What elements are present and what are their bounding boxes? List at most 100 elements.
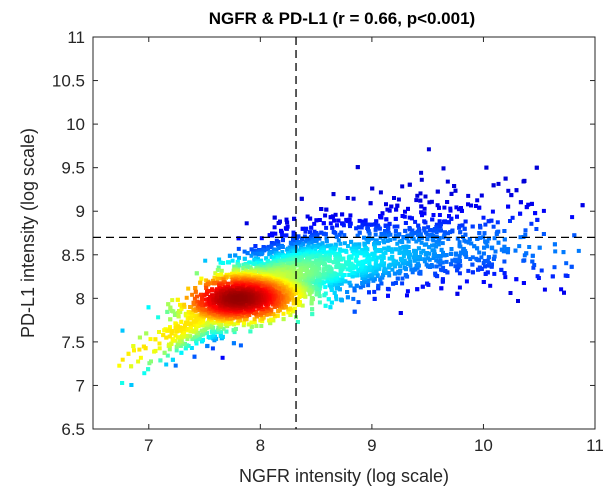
scatter-point	[333, 230, 338, 235]
scatter-point	[221, 277, 226, 282]
scatter-point	[339, 281, 344, 286]
chart-title: NGFR & PD-L1 (r = 0.66, p<0.001)	[209, 9, 475, 28]
scatter-point	[275, 263, 280, 268]
scatter-point	[239, 273, 243, 278]
scatter-point	[485, 263, 490, 268]
scatter-point	[170, 357, 175, 362]
scatter-point	[292, 292, 297, 296]
scatter-point	[251, 251, 256, 256]
scatter-point	[370, 257, 375, 262]
scatter-point	[161, 333, 166, 338]
scatter-point	[238, 343, 243, 348]
scatter-point	[463, 219, 468, 224]
scatter-point	[385, 207, 390, 212]
scatter-point	[362, 259, 367, 264]
scatter-point	[276, 221, 281, 225]
scatter-point	[559, 287, 564, 292]
scatter-point	[187, 313, 192, 318]
scatter-point	[445, 200, 450, 204]
scatter-point	[400, 240, 405, 245]
scatter-point	[521, 179, 526, 184]
scatter-point	[552, 242, 557, 247]
scatter-point	[309, 225, 314, 230]
scatter-point	[204, 307, 209, 312]
scatter-point	[310, 266, 315, 271]
scatter-point	[215, 276, 220, 281]
scatter-point	[308, 285, 313, 290]
scatter-point	[367, 290, 371, 295]
scatter-point	[219, 268, 224, 273]
scatter-point	[483, 240, 488, 245]
scatter-point	[335, 272, 340, 277]
scatter-point	[466, 193, 471, 198]
scatter-point	[334, 294, 338, 299]
scatter-point	[360, 276, 365, 281]
scatter-point	[380, 211, 385, 216]
scatter-point	[356, 225, 361, 230]
scatter-point	[137, 335, 142, 340]
scatter-point	[308, 234, 313, 239]
scatter-point	[214, 291, 219, 296]
scatter-point	[310, 255, 314, 260]
scatter-point	[323, 232, 328, 237]
scatter-point	[217, 257, 222, 262]
scatter-point	[277, 284, 282, 289]
scatter-point	[450, 229, 455, 234]
scatter-point	[373, 246, 377, 251]
scatter-point	[416, 257, 420, 262]
scatter-point	[273, 241, 278, 246]
scatter-point	[366, 227, 370, 232]
scatter-point	[315, 232, 320, 237]
scatter-point	[409, 232, 414, 236]
scatter-point	[338, 248, 343, 253]
scatter-point	[392, 196, 396, 200]
scatter-point	[400, 261, 405, 266]
scatter-point	[372, 277, 377, 282]
scatter-point	[171, 309, 176, 314]
scatter-point	[142, 371, 147, 376]
scatter-point	[185, 322, 190, 327]
scatter-point	[440, 241, 445, 246]
scatter-point	[235, 288, 240, 293]
scatter-point	[420, 284, 425, 289]
scatter-point	[429, 199, 434, 204]
scatter-point	[269, 317, 274, 322]
scatter-point	[295, 320, 300, 324]
scatter-point	[303, 239, 308, 244]
scatter-point	[481, 215, 486, 220]
scatter-point	[232, 322, 237, 327]
scatter-point	[524, 205, 529, 210]
scatter-point	[329, 287, 334, 292]
scatter-point	[254, 310, 259, 315]
scatter-point	[355, 165, 360, 170]
scatter-point	[379, 215, 384, 220]
scatter-point	[366, 237, 371, 242]
scatter-point	[337, 251, 342, 256]
scatter-point	[342, 273, 347, 277]
scatter-point	[204, 285, 209, 290]
scatter-point	[324, 207, 329, 212]
scatter-point	[297, 252, 302, 257]
scatter-point	[517, 244, 522, 249]
scatter-point	[457, 257, 462, 262]
scatter-point	[454, 205, 459, 210]
scatter-point	[175, 325, 180, 330]
scatter-point	[366, 265, 371, 270]
scatter-point	[470, 270, 475, 275]
scatter-point	[191, 319, 196, 324]
scatter-point	[326, 244, 331, 249]
scatter-point	[416, 223, 421, 228]
scatter-point	[347, 273, 352, 277]
scatter-point	[324, 250, 329, 255]
scatter-point	[188, 321, 193, 326]
scatter-point	[470, 262, 475, 267]
scatter-point	[400, 276, 405, 281]
scatter-point	[267, 252, 272, 257]
scatter-point	[245, 269, 250, 274]
scatter-point	[502, 237, 507, 242]
scatter-point	[271, 312, 276, 317]
scatter-point	[366, 229, 371, 234]
scatter-point	[436, 228, 441, 233]
scatter-point	[412, 248, 417, 253]
scatter-point	[357, 218, 362, 223]
